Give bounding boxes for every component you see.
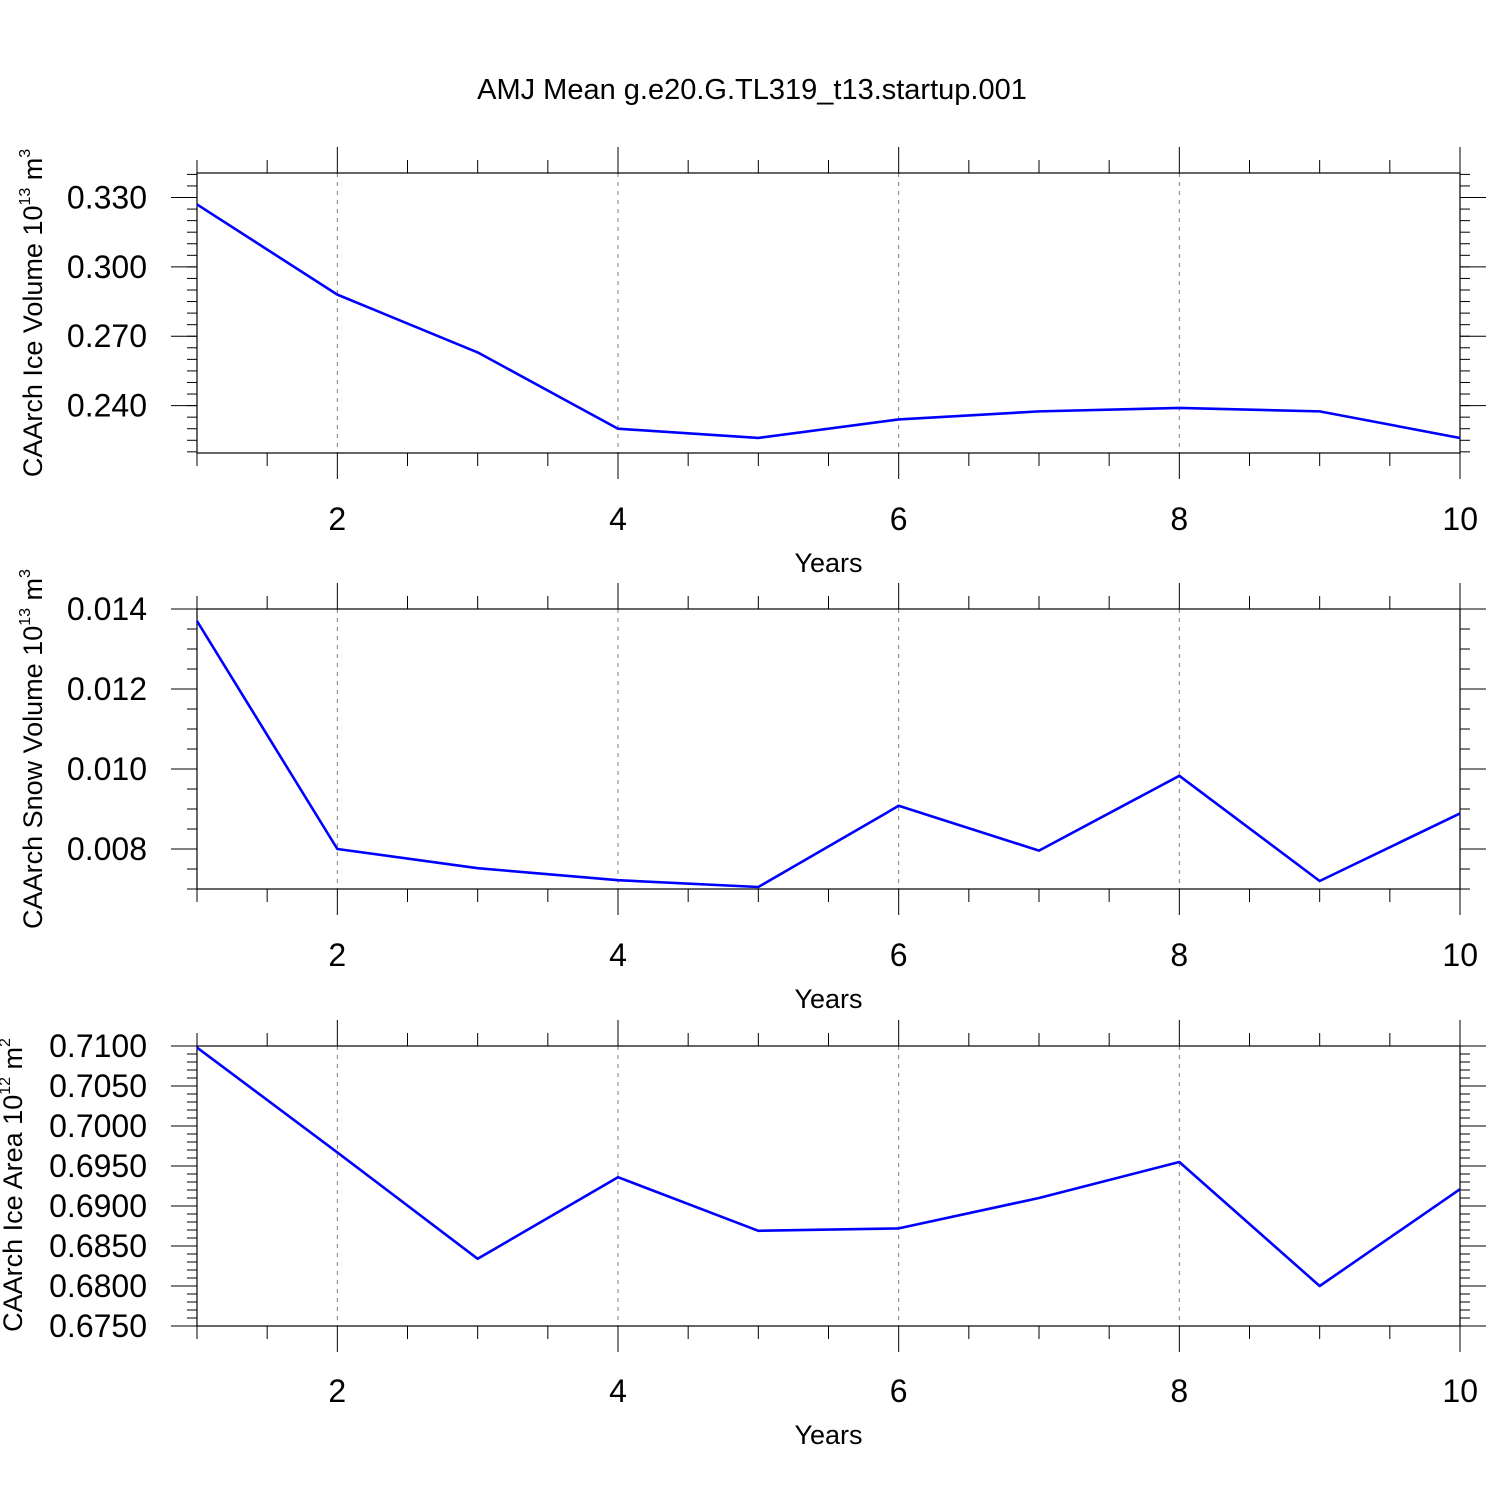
x-tick-label: 10	[1442, 1373, 1478, 1409]
y-tick-label: 0.6950	[49, 1148, 147, 1184]
x-tick-label: 8	[1170, 501, 1188, 537]
x-tick-label: 6	[890, 501, 908, 537]
y-tick-label: 0.7000	[49, 1108, 147, 1144]
y-tick-label: 0.270	[67, 318, 147, 354]
y-tick-label: 0.010	[67, 751, 147, 787]
y-label-superscript: 13	[17, 608, 34, 626]
y-label-text: m	[18, 158, 48, 188]
y-label-superscript: 12	[0, 1077, 14, 1095]
x-tick-label: 4	[609, 1373, 627, 1409]
y-label-superscript: 3	[17, 149, 34, 158]
y-tick-label: 0.012	[67, 671, 147, 707]
x-axis-label: Years	[794, 1420, 862, 1450]
y-tick-label: 0.6800	[49, 1268, 147, 1304]
plot-frame	[196, 1045, 1461, 1327]
chart-panel-2: 0.008 0.010 0.012 0.014 2 4 6 8 10 Years CAArch Sn…	[17, 569, 1486, 1014]
x-tick-label: 2	[328, 1373, 346, 1409]
chart-title: AMJ Mean g.e20.G.TL319_t13.startup.001	[477, 74, 1027, 106]
y-label-superscript: 3	[17, 569, 34, 578]
x-tick-label: 8	[1170, 1373, 1188, 1409]
x-tick-label: 10	[1442, 937, 1478, 973]
x-tick-label: 4	[609, 937, 627, 973]
y-tick-label: 0.7050	[49, 1068, 147, 1104]
x-tick-label: 2	[328, 501, 346, 537]
x-axis-label: Years	[794, 984, 862, 1014]
y-tick-label: 0.7100	[49, 1028, 147, 1064]
y-tick-label: 0.014	[67, 591, 147, 627]
x-tick-label: 8	[1170, 937, 1188, 973]
x-tick-label: 6	[890, 1373, 908, 1409]
y-label-text: CAArch Snow Volume 10	[18, 626, 48, 929]
x-tick-label: 10	[1442, 501, 1478, 537]
x-tick-label: 6	[890, 937, 908, 973]
y-label-text: m	[0, 1047, 28, 1077]
y-label-text: m	[18, 578, 48, 608]
y-tick-label: 0.6900	[49, 1188, 147, 1224]
y-axis-label: CAArch Snow Volume 1013 m3	[17, 569, 48, 929]
y-label-superscript: 2	[0, 1038, 14, 1047]
y-tick-label: 0.330	[67, 180, 147, 216]
y-axis-label: CAArch Ice Volume 1013 m3	[17, 149, 48, 477]
series-line	[196, 203, 1461, 440]
y-label-text: CAArch Ice Volume 10	[18, 206, 48, 478]
y-tick-label: 0.6750	[49, 1308, 147, 1344]
series-line	[196, 1046, 1461, 1288]
x-tick-label: 2	[328, 937, 346, 973]
panels: 0.240 0.270 0.300 0.330 2 4 6 8 10 Years CAArch Ic…	[0, 147, 1486, 1450]
x-axis-label: Years	[794, 548, 862, 578]
x-tick-label: 4	[609, 501, 627, 537]
series-line	[195, 620, 1461, 889]
y-tick-label: 0.300	[67, 249, 147, 285]
y-tick-label: 0.6850	[49, 1228, 147, 1264]
chart-panel-1: 0.240 0.270 0.300 0.330 2 4 6 8 10 Years CAArch Ic…	[17, 147, 1486, 578]
chart-panel-3: 0.6750 0.6800 0.6850 0.6900 0.6950 0.7000 0.70…	[0, 1020, 1486, 1450]
y-tick-label: 0.240	[67, 388, 147, 424]
y-tick-label: 0.008	[67, 831, 147, 867]
y-label-text: CAArch Ice Area 10	[0, 1095, 28, 1332]
y-axis-label: CAArch Ice Area 1012 m2	[0, 1038, 28, 1332]
y-label-superscript: 13	[17, 188, 34, 206]
